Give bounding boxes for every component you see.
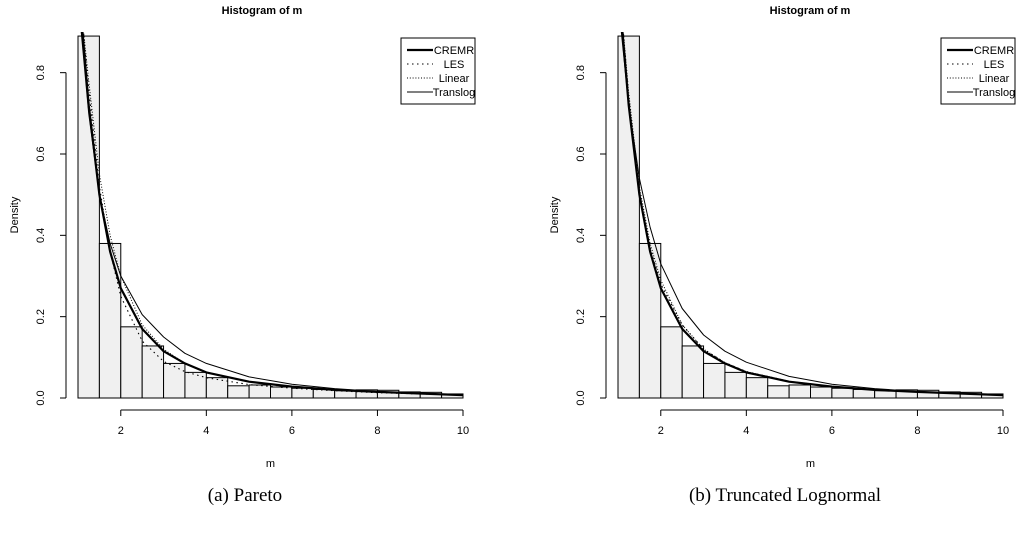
y-axis: 0.0 0.2 0.4 0.6 0.8 Density (9, 65, 67, 406)
density-curves (80, 32, 464, 397)
caption-truncated-lognormal: (b) Truncated Lognormal (689, 485, 881, 506)
legend-label: LES (984, 59, 1005, 71)
x-tick-label: 4 (203, 425, 209, 437)
x-tick-label: 8 (374, 425, 380, 437)
legend-label: LES (444, 59, 465, 71)
histogram-bar (248, 384, 272, 399)
histogram-bar (831, 387, 854, 399)
x-tick-label: 4 (743, 425, 749, 437)
legend-label: Linear (439, 73, 470, 85)
y-tick-label: 0.6 (575, 146, 587, 161)
curve-translog (80, 32, 464, 396)
legend-label: CREMR (434, 45, 474, 57)
legend-label: Translog (433, 87, 475, 99)
x-tick-label: 10 (457, 425, 469, 437)
legend-label: CREMR (974, 45, 1014, 57)
histogram-panel-truncated-lognormal: Histogram of m 2 4 6 8 10 m 0.0 0.2 0.4 0.6 0.8 Dens… (549, 5, 1016, 470)
legend-label: Translog (973, 87, 1015, 99)
histogram-bar (141, 345, 165, 399)
curve-linear (83, 32, 464, 396)
caption-pareto: (a) Pareto (208, 485, 282, 506)
y-tick-label: 0.8 (35, 65, 47, 80)
histogram-bar (617, 35, 640, 399)
histogram-bars (77, 35, 464, 399)
histogram-bar (227, 385, 250, 399)
y-tick-label: 0.6 (35, 146, 47, 161)
legend: CREMR LES Linear Translog (400, 37, 476, 105)
curve-les (622, 32, 1004, 396)
y-tick-label: 0.0 (35, 390, 47, 405)
y-axis: 0.0 0.2 0.4 0.6 0.8 Density (549, 65, 607, 406)
histogram-bar (163, 362, 186, 399)
legend: CREMR LES Linear Translog (940, 37, 1016, 105)
histogram-bar (184, 371, 207, 399)
density-curves (620, 32, 1004, 397)
y-tick-label: 0.2 (35, 309, 47, 324)
x-tick-label: 10 (997, 425, 1009, 437)
x-tick-label: 6 (829, 425, 835, 437)
histogram-bar (745, 377, 769, 399)
y-tick-label: 0.0 (575, 390, 587, 405)
y-tick-label: 0.4 (575, 228, 587, 243)
chart-title: Histogram of m (222, 5, 303, 17)
y-tick-label: 0.4 (35, 228, 47, 243)
histogram-bar (660, 326, 683, 399)
histogram-bar (205, 377, 229, 399)
y-tick-label: 0.8 (575, 65, 587, 80)
curve-linear (622, 32, 1004, 396)
y-tick-label: 0.2 (575, 309, 587, 324)
histogram-bar (810, 386, 833, 399)
legend-label: Linear (979, 73, 1010, 85)
y-axis-label: Density (9, 196, 21, 233)
histogram-bar (724, 371, 747, 399)
histogram-bar (638, 242, 662, 399)
histogram-bar (270, 386, 293, 399)
x-axis: 2 4 6 8 10 m (658, 409, 1009, 470)
histogram-bar (681, 345, 705, 399)
x-axis-label: m (806, 458, 815, 470)
x-axis: 2 4 6 8 10 m (118, 409, 469, 470)
x-tick-label: 2 (118, 425, 124, 437)
histogram-bar (291, 387, 314, 399)
histogram-bars (617, 35, 1004, 399)
histogram-bar (120, 326, 143, 399)
y-axis-label: Density (549, 196, 561, 233)
histogram-bar (703, 362, 726, 399)
histogram-panel-pareto: Histogram of m 2 4 6 8 10 m 0.0 0.2 0.4 0.6 0.8 Dens… (9, 5, 476, 470)
histogram-bar (767, 385, 790, 399)
x-tick-label: 8 (914, 425, 920, 437)
curve-translog (620, 32, 1004, 396)
x-tick-label: 2 (658, 425, 664, 437)
x-axis-label: m (266, 458, 275, 470)
x-tick-label: 6 (289, 425, 295, 437)
chart-title: Histogram of m (770, 5, 851, 17)
histogram-bar (788, 384, 811, 399)
